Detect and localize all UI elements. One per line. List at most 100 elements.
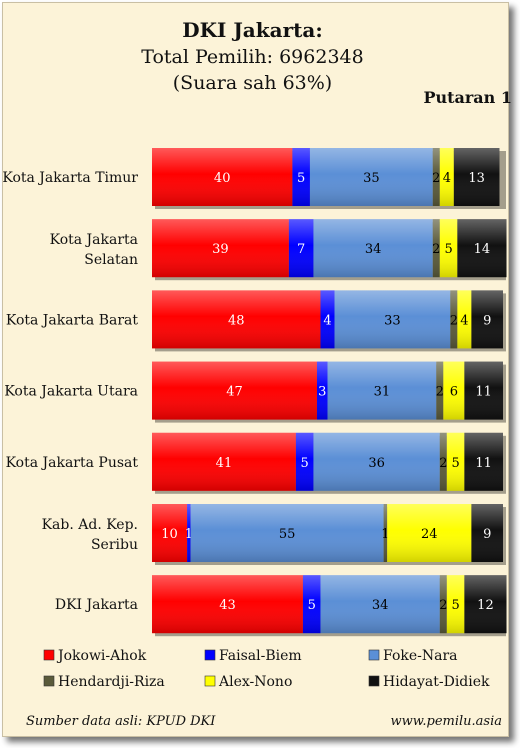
bar-segment-shade bbox=[152, 361, 317, 420]
data-label: 34 bbox=[365, 242, 382, 257]
bar-segment-shade bbox=[187, 504, 191, 562]
bar-segment-shade bbox=[457, 290, 472, 349]
legend-label: Hendardji-Riza bbox=[58, 674, 165, 690]
chart-title: DKI Jakarta: bbox=[182, 18, 323, 42]
legend-label: Alex-Nono bbox=[218, 674, 292, 690]
data-label: 11 bbox=[475, 385, 492, 400]
data-label: 33 bbox=[384, 313, 401, 328]
bar-segment-shade bbox=[316, 361, 328, 420]
bar-segment-shade bbox=[453, 148, 500, 206]
data-label: 14 bbox=[474, 242, 491, 257]
category-label: Kota Jakarta bbox=[50, 232, 138, 248]
legend-label: Faisal-Biem bbox=[219, 648, 302, 664]
data-label: 40 bbox=[214, 171, 231, 186]
round-label: Putaran 1 bbox=[423, 88, 512, 107]
legend-swatch bbox=[368, 675, 380, 687]
bar-segment-shade bbox=[152, 148, 293, 206]
bar-segment-shade bbox=[292, 148, 310, 206]
bar-segment-shade bbox=[302, 575, 321, 634]
bar-segment-shade bbox=[309, 148, 433, 206]
data-label: 12 bbox=[477, 598, 494, 613]
bar-segment-shade bbox=[295, 432, 314, 491]
data-label: 4 bbox=[460, 313, 468, 328]
data-label: 5 bbox=[308, 598, 316, 613]
data-label: 13 bbox=[468, 171, 485, 186]
data-label: 2 bbox=[432, 171, 440, 186]
data-label: 34 bbox=[372, 598, 389, 613]
bar-segment-shade bbox=[464, 575, 507, 634]
website-label: www.pemilu.asia bbox=[390, 714, 502, 729]
data-label: 36 bbox=[368, 456, 385, 471]
bar-segment-shade bbox=[471, 290, 503, 349]
category-label: Kota Jakarta Barat bbox=[6, 312, 139, 328]
bar-segment-shade bbox=[320, 290, 335, 349]
data-label: 4 bbox=[323, 313, 331, 328]
data-label: 1 bbox=[185, 527, 193, 542]
data-label: 2 bbox=[439, 598, 447, 613]
bar-segment-shade bbox=[432, 148, 440, 206]
bar-segment-shade bbox=[152, 219, 289, 278]
legend-swatch bbox=[368, 649, 380, 661]
bar-segment-shade bbox=[446, 432, 465, 491]
bar-segment-shade bbox=[446, 575, 465, 634]
data-label: 3 bbox=[318, 385, 326, 400]
bar-segment-shade bbox=[439, 219, 458, 278]
bar-segment-shade bbox=[436, 361, 444, 420]
bar-segment-shade bbox=[313, 432, 440, 491]
legend-swatch bbox=[204, 675, 216, 687]
data-label: 5 bbox=[451, 598, 459, 613]
data-label: 41 bbox=[216, 456, 233, 471]
data-label: 5 bbox=[301, 456, 309, 471]
legend-swatch bbox=[204, 649, 216, 661]
bar-segment-shade bbox=[464, 432, 503, 491]
category-label: Kota Jakarta Timur bbox=[2, 170, 138, 186]
legend-label: Foke-Nara bbox=[383, 648, 458, 664]
category-label: Kota Jakarta Pusat bbox=[6, 455, 139, 471]
bar-segment-shade bbox=[152, 575, 303, 634]
data-label: 5 bbox=[297, 171, 305, 186]
chart-subtitle-2: (Suara sah 63%) bbox=[172, 72, 333, 94]
bar-segment-shade bbox=[383, 504, 388, 562]
bar-segment-shade bbox=[443, 361, 465, 420]
bar-segment-shade bbox=[334, 290, 451, 349]
legend-label: Hidayat-Didiek bbox=[383, 674, 490, 690]
data-label: 47 bbox=[226, 385, 243, 400]
data-label: 39 bbox=[212, 242, 229, 257]
category-label: Seribu bbox=[91, 537, 138, 553]
bar-segment-shade bbox=[152, 432, 296, 491]
bar-segment-shade bbox=[450, 290, 458, 349]
data-label: 6 bbox=[450, 385, 458, 400]
data-label: 48 bbox=[228, 313, 245, 328]
data-label: 11 bbox=[475, 456, 492, 471]
data-label: 5 bbox=[451, 456, 459, 471]
data-label: 31 bbox=[374, 385, 391, 400]
category-label: DKI Jakarta bbox=[55, 597, 138, 613]
bar-segment-shade bbox=[439, 575, 447, 634]
data-label: 2 bbox=[439, 456, 447, 471]
bar-segment-shade bbox=[457, 219, 507, 278]
legend-swatch bbox=[43, 649, 55, 661]
data-label: 4 bbox=[443, 171, 451, 186]
bar-segment-shade bbox=[313, 219, 433, 278]
bar-segment-shade bbox=[439, 148, 454, 206]
bar-segment-shade bbox=[327, 361, 437, 420]
bar-segment-shade bbox=[471, 504, 503, 562]
data-label: 55 bbox=[279, 527, 296, 542]
bar-segment-shade bbox=[439, 432, 447, 491]
source-note: Sumber data asli: KPUD DKI bbox=[26, 714, 216, 729]
data-label: 43 bbox=[219, 598, 236, 613]
bar-segment-shade bbox=[190, 504, 384, 562]
chart-subtitle: Total Pemilih: 6962348 bbox=[141, 46, 364, 68]
legend-label: Jokowi-Ahok bbox=[56, 648, 147, 664]
bar-segment-shade bbox=[387, 504, 472, 562]
category-label: Kab. Ad. Kep. bbox=[42, 517, 138, 533]
bar-segment-shade bbox=[152, 290, 321, 349]
bar-segment-shade bbox=[288, 219, 314, 278]
data-label: 35 bbox=[363, 171, 380, 186]
category-label: Kota Jakarta Utara bbox=[4, 384, 138, 400]
data-label: 2 bbox=[432, 242, 440, 257]
bar-segment-shade bbox=[464, 361, 503, 420]
data-label: 7 bbox=[297, 242, 305, 257]
data-label: 9 bbox=[483, 527, 491, 542]
